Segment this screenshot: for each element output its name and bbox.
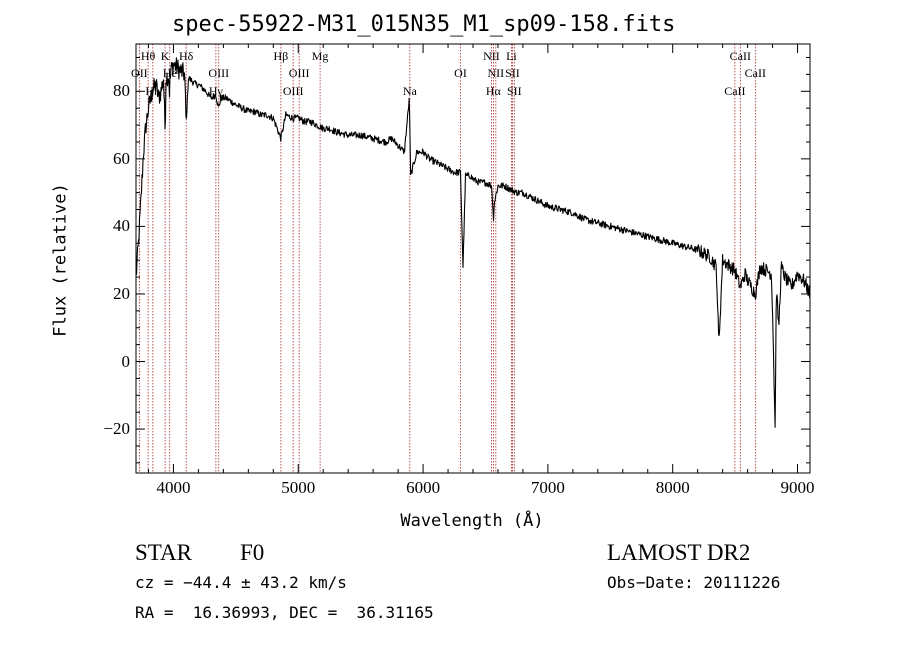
y-axis-label: Flux (relative) xyxy=(50,183,71,337)
y-tick-label-3: 40 xyxy=(113,216,130,236)
x-tick-label-1: 5000 xyxy=(281,478,316,497)
marker-label-1: OII xyxy=(131,66,148,80)
chart-title: spec-55922-M31_015N35_M1_sp09-158.fits xyxy=(172,12,676,37)
y-tick-label-1: 0 xyxy=(121,351,131,371)
coords-text: RA = 16.36993, DEC = 36.31165 xyxy=(135,603,434,622)
marker-label-16: NII xyxy=(487,66,505,80)
marker-label-5: Hδ xyxy=(179,49,194,63)
marker-label-0: Hθ xyxy=(140,49,156,63)
marker-label-19: SII xyxy=(506,84,522,98)
line-markers xyxy=(138,44,756,473)
subclass-label: F0 xyxy=(240,540,265,565)
marker-label-2: Hη xyxy=(145,84,161,98)
marker-label-13: OI xyxy=(454,66,467,80)
obs-date-text: Obs−Date: 20111226 xyxy=(607,573,781,592)
x-axis-label: Wavelength (Å) xyxy=(400,511,544,531)
marker-label-18: SII xyxy=(505,66,520,80)
cz-text: cz = −44.4 ± 43.2 km/s xyxy=(135,573,347,592)
survey-label: LAMOST DR2 xyxy=(607,540,751,565)
marker-label-7: OIII xyxy=(208,66,230,80)
class-label: STAR xyxy=(135,540,192,565)
x-tick-label-5: 9000 xyxy=(780,478,815,497)
marker-label-4: He xyxy=(162,66,177,80)
x-tick-label-2: 6000 xyxy=(406,478,441,497)
marker-label-22: CaII xyxy=(744,66,766,80)
y-tick-label-2: 20 xyxy=(113,283,130,303)
spectrum-line xyxy=(135,57,811,428)
marker-label-9: OIII xyxy=(282,84,304,98)
marker-label-3: K xyxy=(160,49,170,63)
marker-label-20: CaII xyxy=(724,84,746,98)
marker-label-14: NII xyxy=(483,49,500,63)
y-tick-label-0: −20 xyxy=(103,419,130,439)
marker-label-6: Hγ xyxy=(208,84,223,98)
y-tick-label-4: 60 xyxy=(113,148,130,168)
x-tick-label-0: 4000 xyxy=(156,478,191,497)
x-tick-label-3: 7000 xyxy=(530,478,565,497)
axis-ticks xyxy=(136,44,810,473)
marker-label-21: CaII xyxy=(729,49,752,63)
marker-label-8: Hβ xyxy=(273,49,289,63)
y-tick-label-5: 80 xyxy=(113,81,130,101)
marker-label-11: Mg xyxy=(311,49,329,63)
marker-label-17: Li xyxy=(506,49,517,63)
marker-label-15: Hα xyxy=(485,84,501,98)
marker-label-10: OIII xyxy=(288,66,310,80)
x-tick-label-4: 8000 xyxy=(655,478,690,497)
marker-label-12: Na xyxy=(402,84,417,98)
